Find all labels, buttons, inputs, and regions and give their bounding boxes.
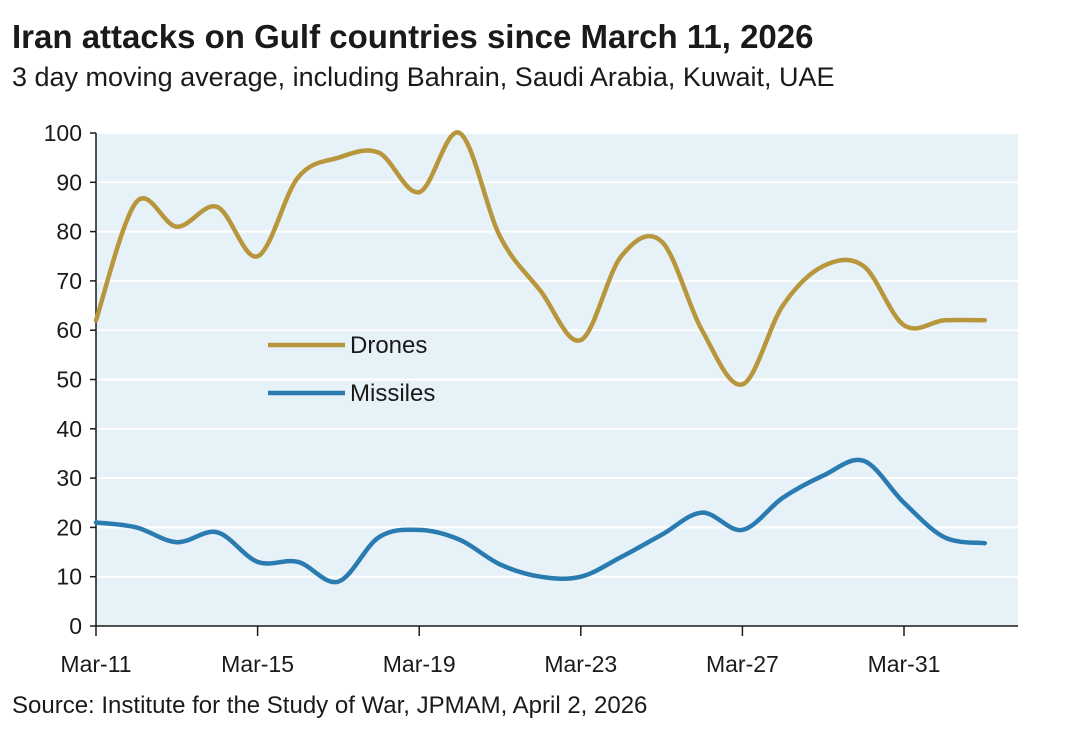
y-tick-label: 100 <box>44 120 82 146</box>
y-tick-label: 40 <box>56 416 82 442</box>
x-axis-ticks: Mar-11 Mar-15 Mar-19 Mar-23 Mar-27 Mar-31 <box>60 626 940 677</box>
y-tick-label: 80 <box>56 219 82 245</box>
x-tick-label: Mar-27 <box>706 651 779 677</box>
y-tick-label: 0 <box>69 613 82 639</box>
series-lines <box>93 130 988 585</box>
chart-subtitle: 3 day moving average, including Bahrain,… <box>12 62 835 92</box>
y-axis-ticks: 0 10 20 30 40 50 60 70 80 90 100 <box>44 120 96 639</box>
x-tick-label: Mar-15 <box>221 651 294 677</box>
source-note: Source: Institute for the Study of War, … <box>12 692 648 719</box>
y-tick-label: 50 <box>56 367 82 393</box>
gridlines <box>96 132 1018 578</box>
x-tick-label: Mar-19 <box>383 651 456 677</box>
y-tick-label: 10 <box>56 564 82 590</box>
x-tick-label: Mar-31 <box>868 651 941 677</box>
y-tick-label: 60 <box>56 317 82 343</box>
y-tick-label: 20 <box>56 514 82 540</box>
x-tick-label: Mar-23 <box>544 651 617 677</box>
legend-label-missiles: Missiles <box>350 380 435 407</box>
y-tick-label: 90 <box>56 169 82 195</box>
series-line-drones <box>93 130 988 387</box>
series-line-missiles <box>93 457 988 585</box>
legend-label-drones: Drones <box>350 332 427 359</box>
y-tick-label: 70 <box>56 268 82 294</box>
chart-title: Iran attacks on Gulf countries since Mar… <box>12 18 814 55</box>
x-tick-label: Mar-11 <box>60 651 131 677</box>
legend: Drones Missiles <box>268 332 435 407</box>
y-tick-label: 30 <box>56 465 82 491</box>
